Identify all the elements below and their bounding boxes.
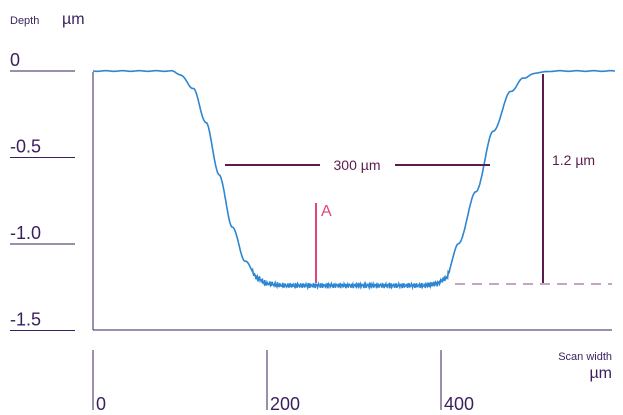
x-tick-label: 200 bbox=[270, 394, 300, 414]
depth-label: 1.2 µm bbox=[552, 152, 595, 168]
x-axis-unit: µm bbox=[589, 365, 612, 382]
y-tick-label: -0.5 bbox=[10, 137, 41, 157]
point-a-label: A bbox=[321, 203, 332, 220]
y-tick-label: -1.5 bbox=[10, 310, 41, 330]
profile-line bbox=[92, 69, 615, 291]
width-label: 300 µm bbox=[334, 157, 381, 173]
y-tick-label: -1.0 bbox=[10, 223, 41, 243]
x-axis-label: Scan width bbox=[558, 351, 612, 363]
x-tick-label: 400 bbox=[444, 394, 474, 414]
y-axis-label: Depth bbox=[10, 15, 39, 27]
y-axis-unit: µm bbox=[62, 11, 85, 28]
y-tick-label: 0 bbox=[10, 50, 20, 70]
x-tick-label: 0 bbox=[96, 394, 106, 414]
